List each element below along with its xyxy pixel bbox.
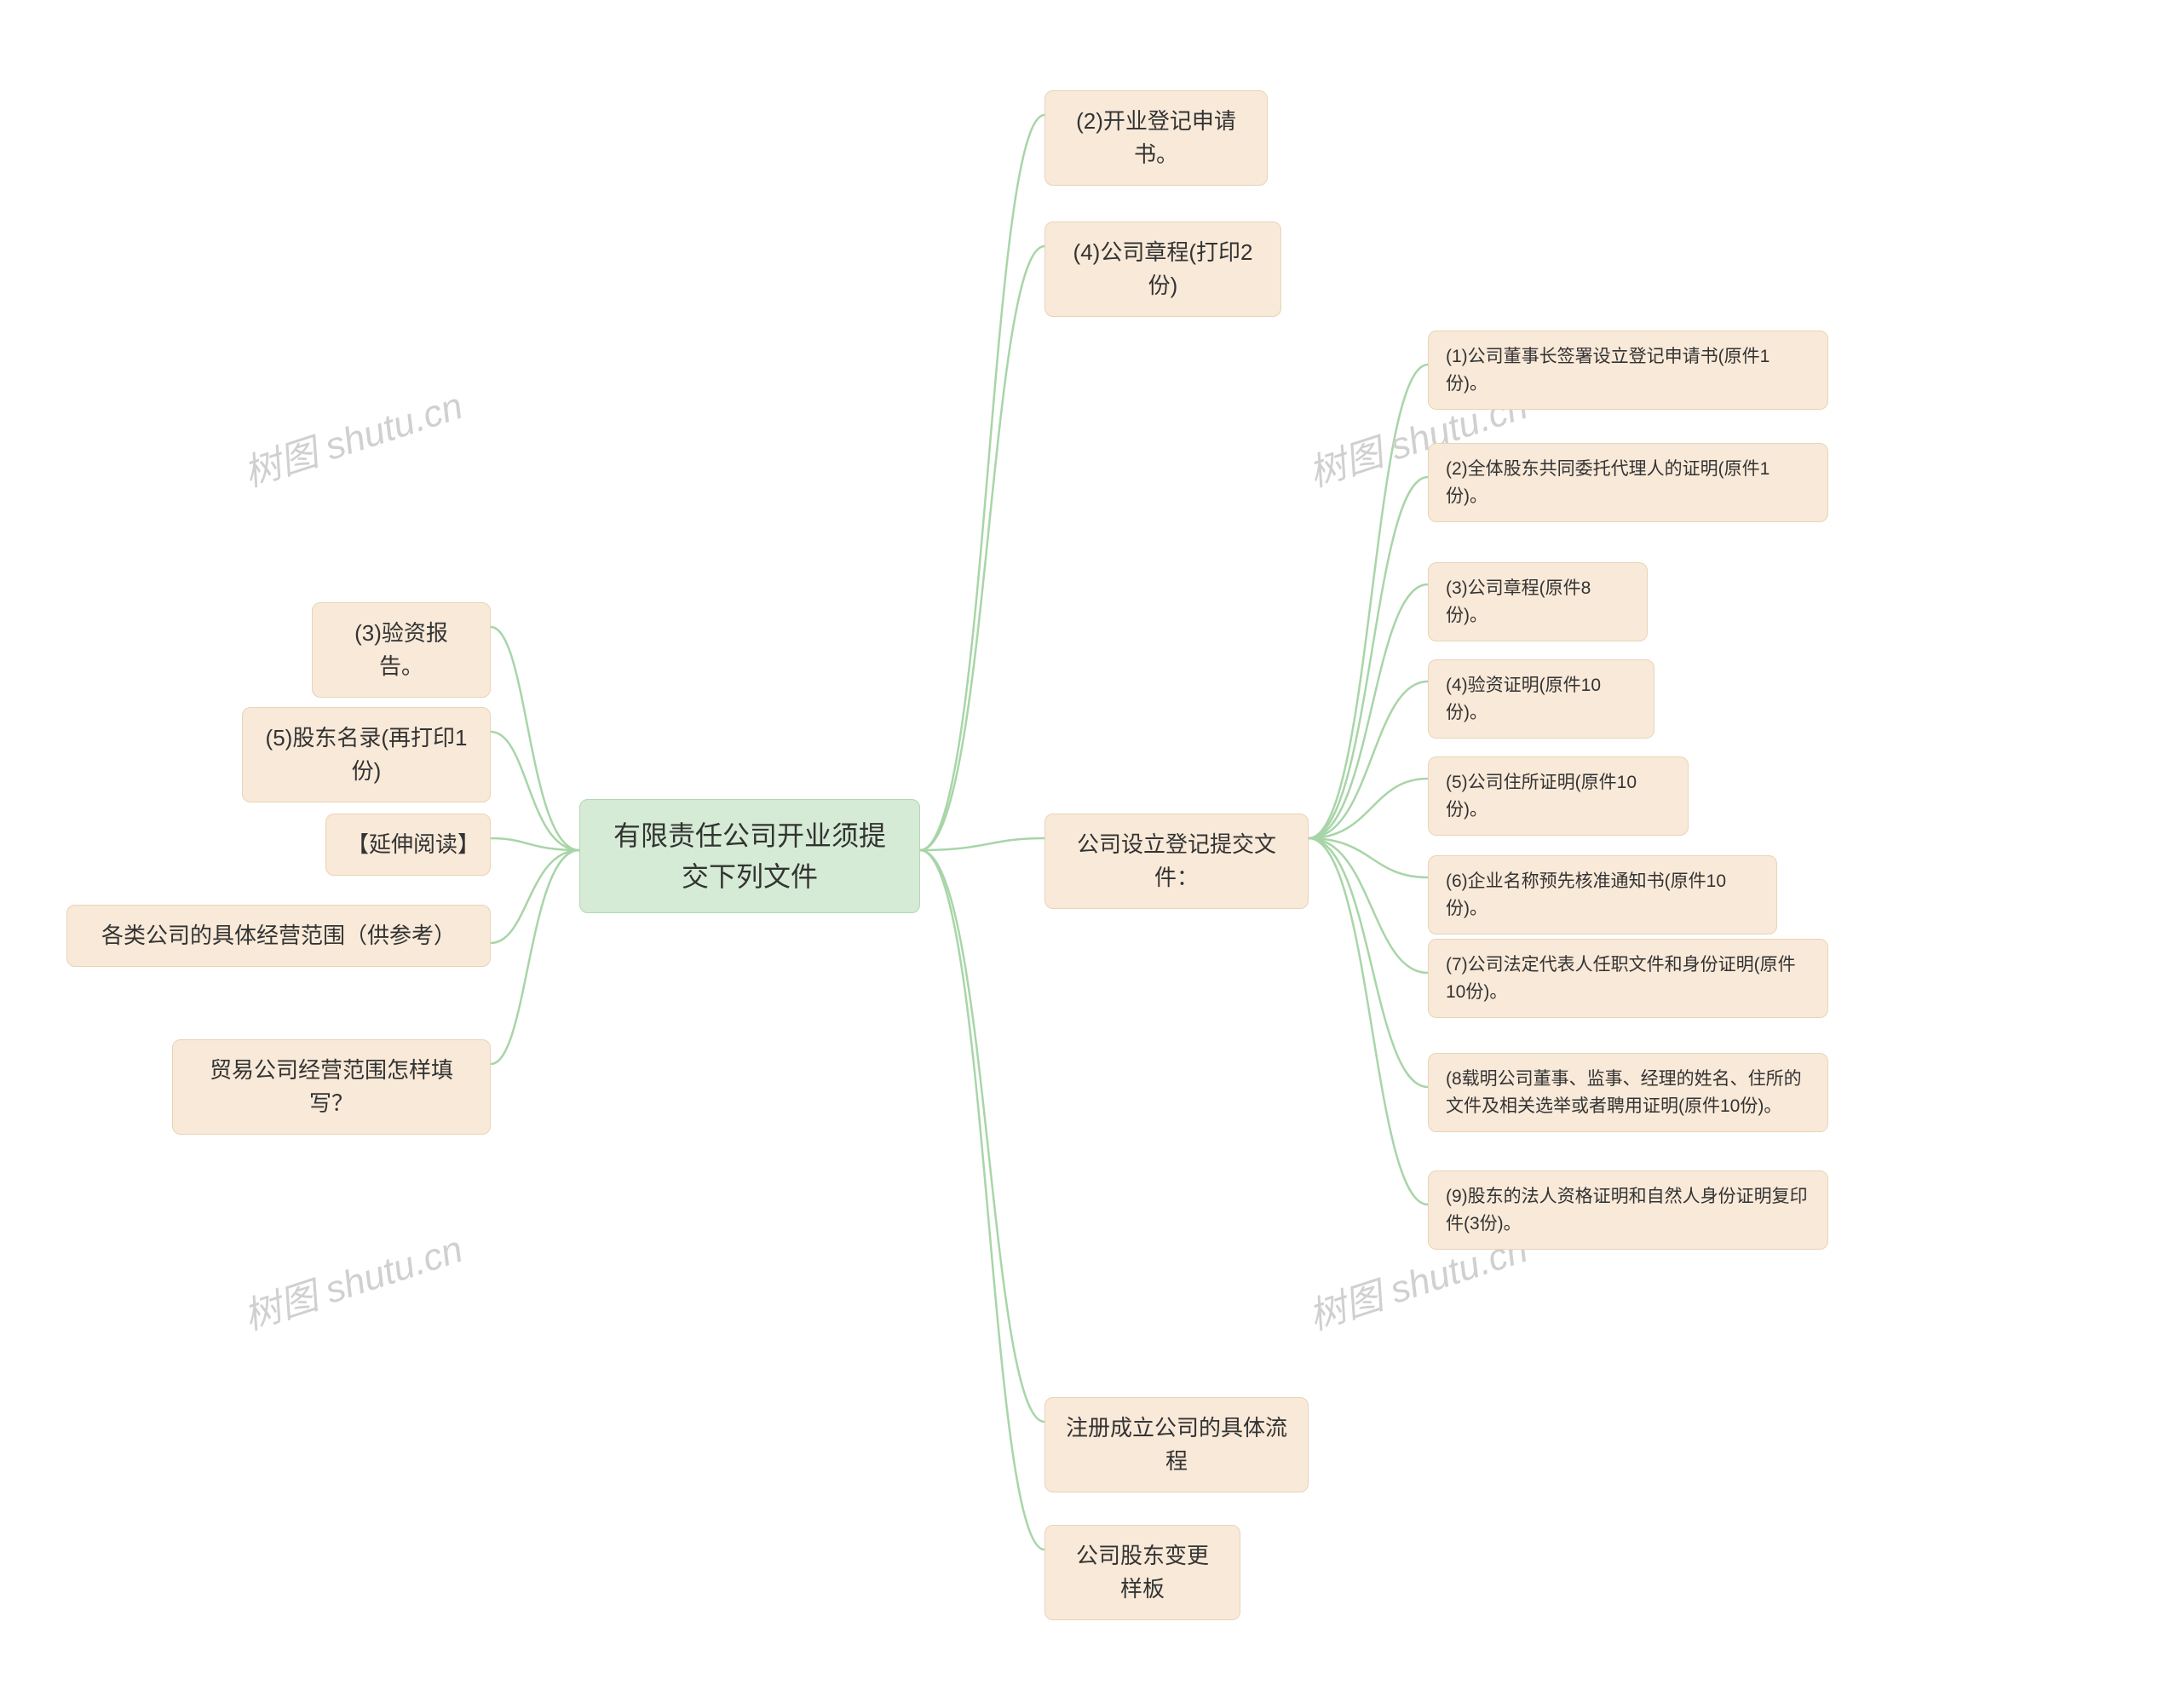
watermark: 树图 shutu.cn [236, 1218, 469, 1340]
node-label: 注册成立公司的具体流程 [1066, 1412, 1287, 1478]
node-label: 各类公司的具体经营范围（供参考） [101, 919, 456, 952]
mindmap-node-r3-8[interactable]: (8载明公司董事、监事、经理的姓名、住所的文件及相关选举或者聘用证明(原件10份… [1428, 1053, 1828, 1132]
mindmap-node-l5[interactable]: 贸易公司经营范围怎样填写？ [172, 1039, 491, 1135]
node-label: (5)股东名录(再打印1份) [263, 722, 469, 788]
mindmap-node-l1[interactable]: (3)验资报告。 [312, 602, 491, 698]
mindmap-node-r3-6[interactable]: (6)企业名称预先核准通知书(原件10份)。 [1428, 855, 1777, 935]
mindmap-node-r4[interactable]: 注册成立公司的具体流程 [1044, 1397, 1309, 1492]
mindmap-node-r3-4[interactable]: (4)验资证明(原件10份)。 [1428, 659, 1654, 739]
mindmap-node-r3-2[interactable]: (2)全体股东共同委托代理人的证明(原件1份)。 [1428, 443, 1828, 522]
node-label: (9)股东的法人资格证明和自然人身份证明复印件(3份)。 [1446, 1183, 1810, 1237]
mindmap-node-r5[interactable]: 公司股东变更样板 [1044, 1525, 1240, 1620]
node-label: (6)企业名称预先核准通知书(原件10份)。 [1446, 868, 1759, 922]
node-label: (4)验资证明(原件10份)。 [1446, 672, 1637, 726]
mindmap-node-r3-3[interactable]: (3)公司章程(原件8份)。 [1428, 562, 1648, 641]
node-label: (1)公司董事长签署设立登记申请书(原件1份)。 [1446, 343, 1810, 397]
node-label: 【延伸阅读】 [347, 828, 469, 861]
node-label: 公司股东变更样板 [1066, 1539, 1219, 1606]
center-label: 有限责任公司开业须提交下列文件 [601, 815, 899, 897]
node-label: (2)全体股东共同委托代理人的证明(原件1份)。 [1446, 456, 1810, 509]
mindmap-node-r3-7[interactable]: (7)公司法定代表人任职文件和身份证明(原件10份)。 [1428, 939, 1828, 1018]
node-label: (8载明公司董事、监事、经理的姓名、住所的文件及相关选举或者聘用证明(原件10份… [1446, 1066, 1810, 1119]
mindmap-node-r3-5[interactable]: (5)公司住所证明(原件10份)。 [1428, 756, 1689, 836]
node-label: (2)开业登记申请书。 [1066, 105, 1246, 171]
node-label: 公司设立登记提交文件： [1066, 828, 1287, 894]
watermark: 树图 shutu.cn [236, 375, 469, 497]
mindmap-center-node[interactable]: 有限责任公司开业须提交下列文件 [579, 799, 920, 913]
node-label: (3)验资报告。 [333, 617, 469, 683]
node-label: (3)公司章程(原件8份)。 [1446, 575, 1630, 629]
mindmap-node-l2[interactable]: (5)股东名录(再打印1份) [242, 707, 491, 802]
mindmap-node-r3-1[interactable]: (1)公司董事长签署设立登记申请书(原件1份)。 [1428, 331, 1828, 410]
mindmap-node-l3[interactable]: 【延伸阅读】 [325, 814, 491, 876]
node-label: (5)公司住所证明(原件10份)。 [1446, 769, 1671, 823]
node-label: (4)公司章程(打印2份) [1066, 236, 1260, 302]
mindmap-node-l4[interactable]: 各类公司的具体经营范围（供参考） [66, 905, 491, 967]
mindmap-node-r2[interactable]: (4)公司章程(打印2份) [1044, 221, 1281, 317]
mindmap-node-r1[interactable]: (2)开业登记申请书。 [1044, 90, 1268, 186]
mindmap-node-r3[interactable]: 公司设立登记提交文件： [1044, 814, 1309, 909]
node-label: (7)公司法定代表人任职文件和身份证明(原件10份)。 [1446, 952, 1810, 1005]
node-label: 贸易公司经营范围怎样填写？ [193, 1054, 469, 1120]
mindmap-node-r3-9[interactable]: (9)股东的法人资格证明和自然人身份证明复印件(3份)。 [1428, 1170, 1828, 1250]
